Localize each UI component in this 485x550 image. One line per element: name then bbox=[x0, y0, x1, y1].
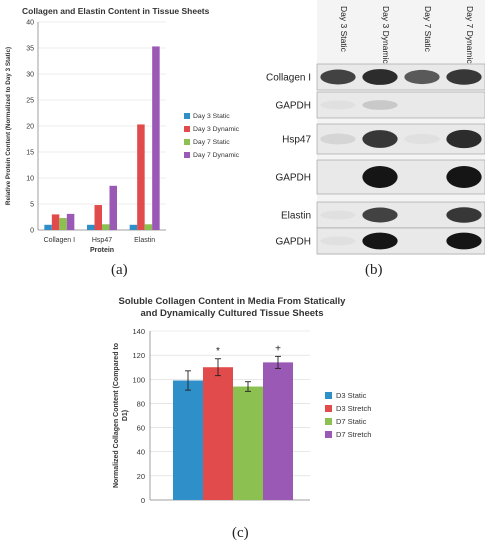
chart-c-ylabel: Normalized Collagen Content (Compared to bbox=[113, 343, 120, 488]
chart-c-legend-swatch bbox=[325, 418, 332, 425]
chart-a-ytick-label: 10 bbox=[26, 176, 34, 183]
blot-band bbox=[362, 207, 398, 223]
chart-a-legend-swatch bbox=[184, 113, 190, 119]
western-blot-b: Day 3 Static Day 3 Dynamic Day 7 Static Day… bbox=[266, 0, 485, 255]
chart-a-ytick-label: 30 bbox=[26, 72, 34, 79]
chart-a-legend-label: Day 7 Static bbox=[193, 139, 230, 146]
chart-a-ytick-label: 15 bbox=[26, 150, 34, 157]
chart-a-bar bbox=[144, 224, 153, 230]
chart-c-bar bbox=[203, 367, 233, 500]
blot-column-label: Day 7 Static bbox=[423, 6, 433, 53]
chart-a-xlabel: Protein bbox=[90, 247, 114, 254]
chart-c-bar bbox=[263, 362, 293, 500]
chart-a-ytick-label: 0 bbox=[30, 228, 34, 235]
chart-a-bar bbox=[102, 224, 110, 230]
blot-band bbox=[362, 100, 398, 110]
chart-c-bar bbox=[233, 386, 263, 500]
chart-a-xtick-label: Elastin bbox=[134, 237, 155, 244]
chart-a-bar bbox=[94, 205, 102, 230]
chart-a-legend-swatch bbox=[184, 152, 190, 158]
panel-label-a: (a) bbox=[111, 262, 128, 278]
chart-c-legend-swatch bbox=[325, 431, 332, 438]
chart-a-bar bbox=[109, 185, 117, 230]
blot-band bbox=[446, 232, 482, 250]
blot-strip bbox=[316, 91, 485, 119]
chart-c-legend-label: D7 Static bbox=[336, 417, 367, 426]
chart-a-legend-label: Day 3 Dynamic bbox=[193, 126, 240, 133]
blot-band bbox=[320, 100, 356, 110]
chart-c-ytick-label: 60 bbox=[137, 424, 145, 433]
blot-band bbox=[362, 232, 398, 250]
chart-a-bar bbox=[137, 124, 145, 230]
blot-band bbox=[446, 207, 482, 223]
chart-a-bar bbox=[44, 224, 52, 230]
chart-a-ylabel: Relative Protein Content (Normalized to … bbox=[5, 47, 12, 205]
chart-c-ytick-label: 20 bbox=[137, 472, 145, 481]
blot-band bbox=[362, 166, 398, 188]
chart-c-legend-label: D3 Stretch bbox=[336, 404, 371, 413]
chart-a-ytick-label: 35 bbox=[26, 46, 34, 53]
chart-c-ytick-label: 0 bbox=[141, 496, 145, 505]
chart-c-legend-swatch bbox=[325, 392, 332, 399]
blot-band bbox=[320, 69, 356, 85]
blot-row-label: Collagen I bbox=[266, 73, 311, 84]
chart-a-title: Collagen and Elastin Content in Tissue S… bbox=[22, 6, 210, 16]
chart-c-ytick-label: 120 bbox=[132, 351, 145, 360]
chart-a-legend-swatch bbox=[184, 139, 190, 145]
chart-c-legend-label: D7 Stretch bbox=[336, 430, 371, 439]
chart-a-xtick-label: Collagen I bbox=[44, 237, 76, 244]
chart-a-legend-label: Day 3 Static bbox=[193, 113, 230, 120]
chart-c-title: Soluble Collagen Content in Media From S… bbox=[119, 296, 347, 307]
chart-a-ytick-label: 20 bbox=[26, 124, 34, 131]
panel-label-b: (b) bbox=[365, 262, 383, 278]
chart-c-annotation: + bbox=[275, 343, 281, 354]
blot-band bbox=[362, 69, 398, 85]
chart-a-xtick-label: Hsp47 bbox=[92, 237, 112, 244]
chart-a-ytick-label: 5 bbox=[30, 202, 34, 209]
chart-c-ytick-label: 100 bbox=[132, 375, 145, 384]
blot-band bbox=[404, 133, 440, 145]
chart-c-bar bbox=[173, 380, 203, 500]
blot-row-label: Elastin bbox=[281, 211, 311, 222]
blot-band bbox=[362, 130, 398, 148]
chart-c: Soluble Collagen Content in Media From S… bbox=[113, 296, 371, 505]
blot-row-label: GAPDH bbox=[275, 237, 311, 248]
blot-band bbox=[320, 236, 356, 246]
chart-c-legend-swatch bbox=[325, 405, 332, 412]
chart-c-ytick-label: 140 bbox=[132, 327, 145, 336]
blot-column-label: Day 3 Dynamic bbox=[381, 6, 391, 64]
chart-a-bar bbox=[66, 213, 75, 230]
blot-band bbox=[446, 69, 482, 85]
chart-a-bar bbox=[51, 214, 60, 230]
blot-band bbox=[404, 69, 440, 85]
blot-row-label: GAPDH bbox=[275, 101, 311, 112]
chart-a-bar bbox=[129, 224, 138, 230]
chart-a-bar bbox=[152, 46, 160, 230]
chart-c-title: and Dynamically Cultured Tissue Sheets bbox=[140, 308, 323, 319]
chart-a-bar bbox=[87, 224, 95, 230]
blot-band bbox=[446, 129, 482, 149]
chart-a-legend-label: Day 7 Dynamic bbox=[193, 152, 240, 159]
blot-column-label: Day 3 Static bbox=[339, 6, 349, 53]
chart-c-ytick-label: 80 bbox=[137, 399, 145, 408]
chart-c-annotation: * bbox=[216, 346, 220, 357]
chart-a: Collagen and Elastin Content in Tissue S… bbox=[5, 6, 240, 254]
chart-a-ytick-label: 40 bbox=[26, 20, 34, 27]
blot-column-label: Day 7 Dynamic bbox=[465, 6, 475, 64]
chart-a-legend-swatch bbox=[184, 126, 190, 132]
blot-band bbox=[320, 133, 356, 145]
panel-label-c: (c) bbox=[232, 525, 249, 541]
blot-band bbox=[446, 166, 482, 188]
chart-c-legend-label: D3 Static bbox=[336, 391, 367, 400]
blot-row-label: Hsp47 bbox=[282, 135, 311, 146]
blot-band bbox=[320, 210, 356, 220]
chart-c-ytick-label: 40 bbox=[137, 448, 145, 457]
chart-c-ylabel: D1) bbox=[122, 410, 129, 421]
blot-row-label: GAPDH bbox=[275, 173, 311, 184]
chart-a-ytick-label: 25 bbox=[26, 98, 34, 105]
chart-a-bar bbox=[59, 218, 67, 230]
